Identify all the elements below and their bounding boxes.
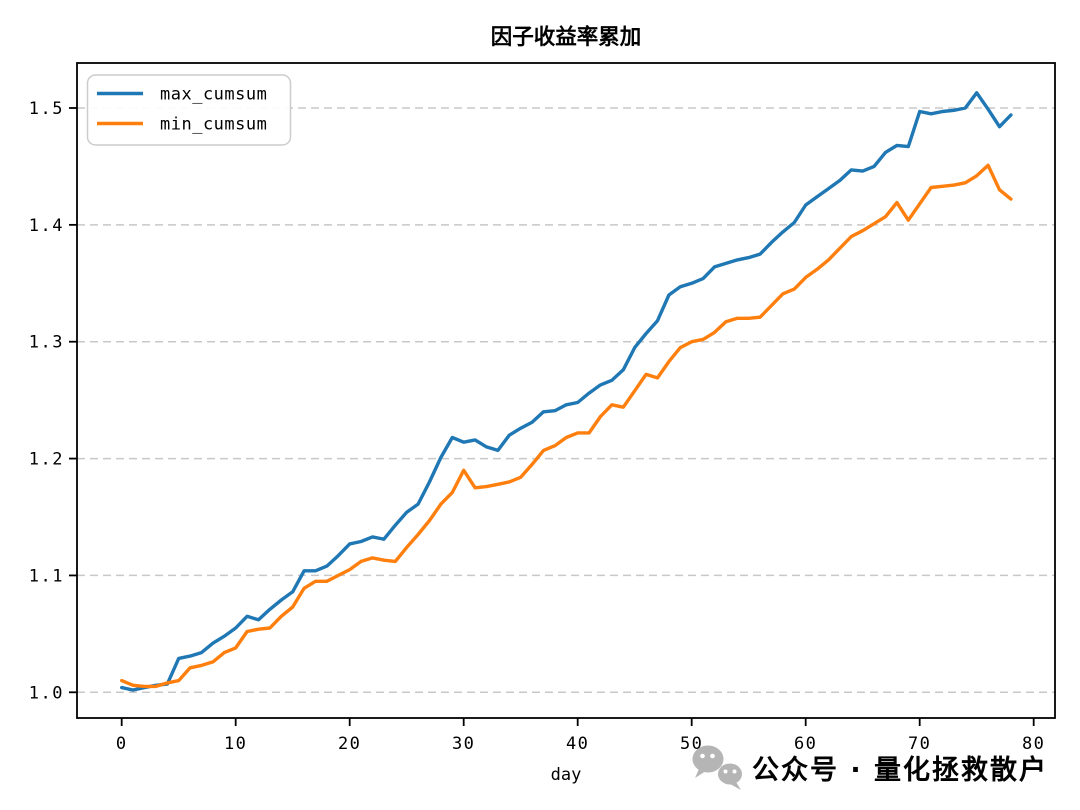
x-tick-label: 80: [1022, 734, 1045, 754]
legend-label-max-cumsum: max_cumsum: [160, 85, 267, 105]
x-tick-label: 30: [452, 734, 475, 754]
axes-ticks: 1.0 1.1 1.2 1.3 1.4 1.5 0 10 20 30 40 50 60 70 80: [29, 99, 1045, 754]
series-line-min_cumsum: [119, 163, 1013, 689]
x-tick-label: 60: [794, 734, 817, 754]
y-tick-label: 1.0: [29, 683, 64, 703]
y-tick-label: 1.1: [29, 566, 64, 586]
wechat-icon: [692, 745, 742, 790]
chart-title: 因子收益率累加: [491, 24, 642, 50]
plot-border: [76, 62, 1056, 719]
y-tick-label: 1.2: [29, 450, 64, 470]
x-tick-label: 50: [680, 734, 703, 754]
watermark: 公众号 · 量化拯救散户: [692, 745, 1048, 790]
y-tick-label: 1.4: [29, 216, 64, 236]
watermark-text: 公众号 · 量化拯救散户: [752, 754, 1048, 786]
y-tick-label: 1.5: [29, 99, 64, 119]
x-tick-label: 10: [224, 734, 247, 754]
series-line-max_cumsum: [119, 91, 1013, 692]
x-tick-label: 20: [338, 734, 361, 754]
x-tick-label: 70: [908, 734, 931, 754]
series-lines: [119, 91, 1013, 692]
x-axis-label: day: [551, 765, 582, 785]
x-tick-label: 0: [116, 734, 128, 754]
x-tick-label: 40: [566, 734, 589, 754]
legend: max_cumsum min_cumsum: [86, 74, 292, 146]
legend-label-min-cumsum: min_cumsum: [160, 115, 267, 135]
y-tick-label: 1.3: [29, 333, 64, 353]
gridlines: [77, 107, 1055, 694]
